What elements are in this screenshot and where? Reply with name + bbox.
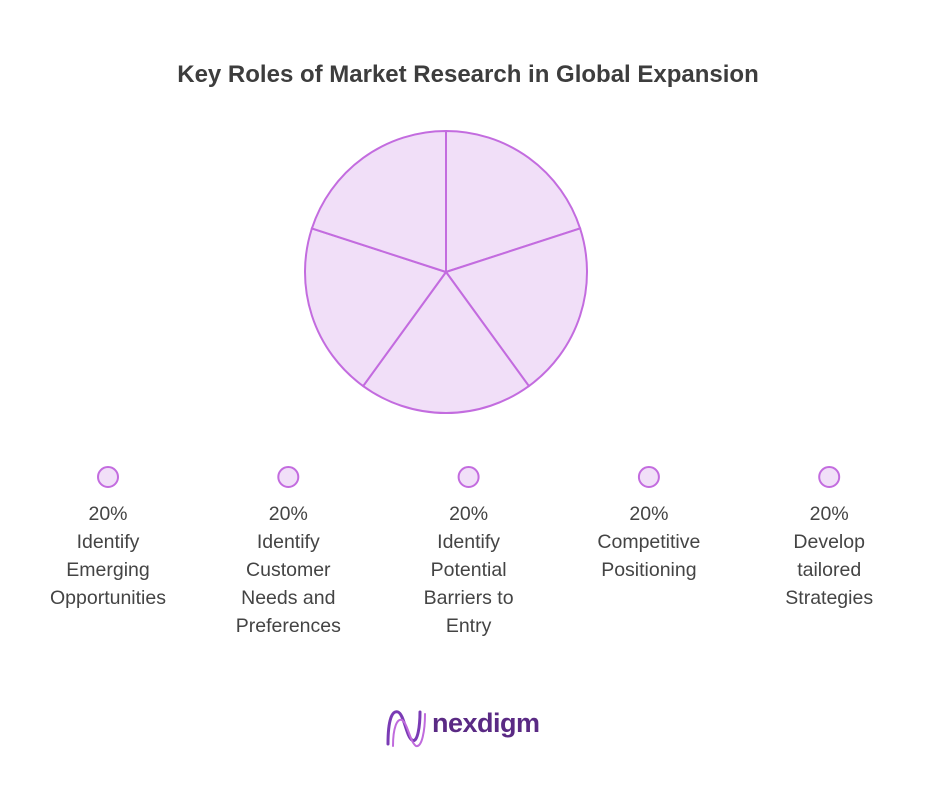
pie-slice (310, 129, 447, 274)
legend-value: 20% (268, 503, 308, 525)
legend-swatch (457, 466, 480, 488)
legend-value: 20% (629, 503, 669, 525)
pie-slice (444, 227, 588, 388)
legend-label: Identify Emerging Opportunities (50, 531, 166, 609)
legend-label: Competitive Positioning (597, 531, 701, 581)
pie-slice (445, 129, 582, 274)
legend-swatch (277, 466, 300, 488)
legend-swatch (97, 466, 119, 488)
legend-label: Identify Customer Needs and Preferences (235, 531, 341, 637)
legend-value: 20% (809, 503, 849, 525)
legend-swatch (818, 466, 841, 488)
logo-icon (386, 710, 426, 748)
pie-slice (361, 270, 531, 414)
legend-label: Identify Potential Barriers to Entry (423, 531, 514, 637)
pie-slice (304, 227, 448, 388)
chart-title: Key Roles of Market Research in Global E… (177, 61, 759, 88)
legend-value: 20% (88, 503, 128, 525)
legend-label: Develop tailored Strategies (785, 531, 874, 609)
legend-swatch (637, 466, 660, 488)
legend-value: 20% (449, 503, 489, 525)
logo-text: nexdigm (432, 708, 540, 738)
